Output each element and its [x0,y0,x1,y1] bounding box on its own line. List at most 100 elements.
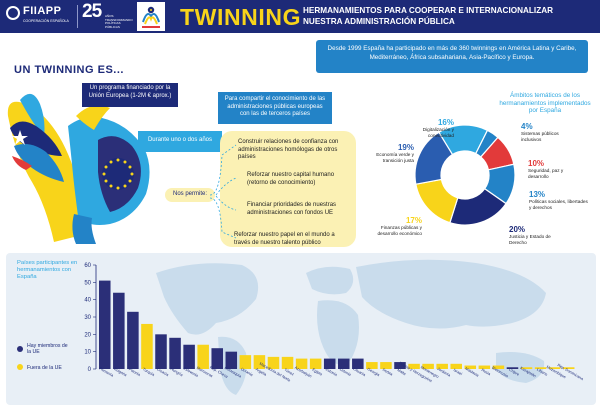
bar [141,323,153,369]
x-tick-label: Argelia [255,367,268,377]
donut-label: 16% Digitalización y conectividad [400,118,454,138]
y-tick-label: 10 [84,350,91,356]
donut-label-text: Justicia y Estado de Derecho [509,234,551,245]
legend-nonmember-label: Fuera de la UE [27,365,62,371]
x-tick-label: Letonia [339,367,353,377]
x-tick-label: Turquía [142,367,156,377]
bar [492,365,505,369]
x-tick-label: Moldavia [464,367,480,379]
donut-slice [414,131,454,185]
bar [309,358,322,369]
donut-hole [442,152,488,198]
bar [239,355,252,369]
x-tick-label: Estonia [325,367,339,377]
allows-bubble: Nos permite: [165,188,215,202]
bar [408,363,420,369]
benefits-panel [220,131,356,247]
bar [338,358,350,369]
bar [352,358,364,369]
sub-title: HERMANAMIENTOS PARA COOPERAR E INTERNACI… [303,6,554,26]
x-tick-label: Malta [396,368,407,377]
bar [380,362,392,369]
x-tick-label: Lituania [353,367,367,378]
donut-label-text: Sistemas públicos inclusivos [521,131,559,142]
bar [394,362,406,369]
bar [267,356,280,369]
donut-pct: 10% [528,159,545,168]
anniversary-number: 25 [82,1,102,22]
anniversary-logo: 25 AÑOS TRANSFORMANDO POLÍTICAS PÚBLICAS [82,1,133,29]
x-tick-label: Rusia [481,368,492,377]
donut-label: 17% Finanzas públicas y desarrollo econó… [366,216,422,236]
fiiapp-logo[interactable]: FIIAPP COOPERACIÓN ESPAÑOLA [6,4,70,30]
legend-nonmember-dot [17,364,23,370]
x-tick-label: Georgia [367,367,381,378]
donut-pct: 13% [529,190,546,199]
y-tick-label: 50 [84,280,91,286]
donut-label: 20% Justicia y Estado de Derecho [509,225,561,245]
bar [366,362,378,369]
bar [506,367,519,369]
bar [127,311,139,369]
bar [253,355,266,369]
donut-label: 4% Sistemas públicos inclusivos [521,122,561,142]
fiiapp-logo-name: FIIAPP [23,5,62,17]
bar [562,367,575,369]
y-tick-label: 40 [84,298,91,304]
bar [295,358,308,369]
chart-title: Países participantes en hermanamientos c… [17,260,78,280]
bar [464,365,477,369]
fiiapp-logo-icon [6,6,20,20]
main-title: TWINNING [180,4,302,30]
benefit-item: Reforzar nuestro papel en el mundo a tra… [234,232,335,246]
share-bubble: Para compartir el conocimiento de las ad… [218,92,332,124]
bar [422,363,434,369]
donut-label-text: Economía verde y transición justa [376,152,414,163]
x-tick-label: Bulgaria [113,367,128,378]
donut-title: Ámbitos temáticos de los hermanamientos … [499,92,591,114]
section-title: UN TWINNING ES... [14,64,124,76]
legend-member-label: Hay miembros de la UE [27,343,68,355]
donut-label: 19% Economía verde y transición justa [364,143,414,163]
benefit-item: Construir relaciones de confianza con ad… [238,139,339,161]
donut-pct: 4% [521,122,533,131]
x-tick-label: Chipre [508,368,520,377]
donut-label-text: Seguridad, paz y desarrollo [528,168,564,179]
x-tick-label: Ucrania [240,367,254,377]
x-tick-label: Serbia [382,368,394,377]
y-tick-label: 30 [84,315,91,321]
bar [436,363,448,369]
bar [183,344,195,369]
x-tick-label: Líbano [536,367,548,376]
donut-label: 13% Políticas sociales, libertades y der… [529,190,589,210]
bar [281,356,294,369]
donut-label-text: Finanzas públicas y desarrollo económico [377,225,422,236]
header-divider [77,5,78,28]
legend-member-dot [17,346,23,352]
bar [225,351,238,369]
bar [211,348,223,369]
donut-chart [414,124,516,226]
fiiapp-logo-sub: COOPERACIÓN ESPAÑOLA [23,19,69,23]
bar [99,280,111,369]
map-panel [6,253,596,405]
bar [323,358,336,369]
x-tick-label: Polonia [128,367,142,377]
bar [534,367,547,369]
duration-bubble: Durante uno o dos años [138,131,222,152]
x-tick-label: Rumanía [99,367,115,379]
donut-pct: 17% [405,216,422,225]
benefit-item: Financiar prioridades de nuestras admini… [247,202,337,216]
bar [113,292,125,369]
bar [155,334,167,369]
donut-label-text: Digitalización y conectividad [422,127,454,138]
bar [548,367,561,369]
bar [197,344,209,369]
donut-pct: 20% [509,225,526,234]
x-tick-label: Jordania [436,367,451,378]
bar [520,367,533,369]
x-tick-label: Hungría [170,367,184,378]
x-tick-label: Túnez [283,368,294,377]
y-tick-label: 60 [84,263,91,269]
